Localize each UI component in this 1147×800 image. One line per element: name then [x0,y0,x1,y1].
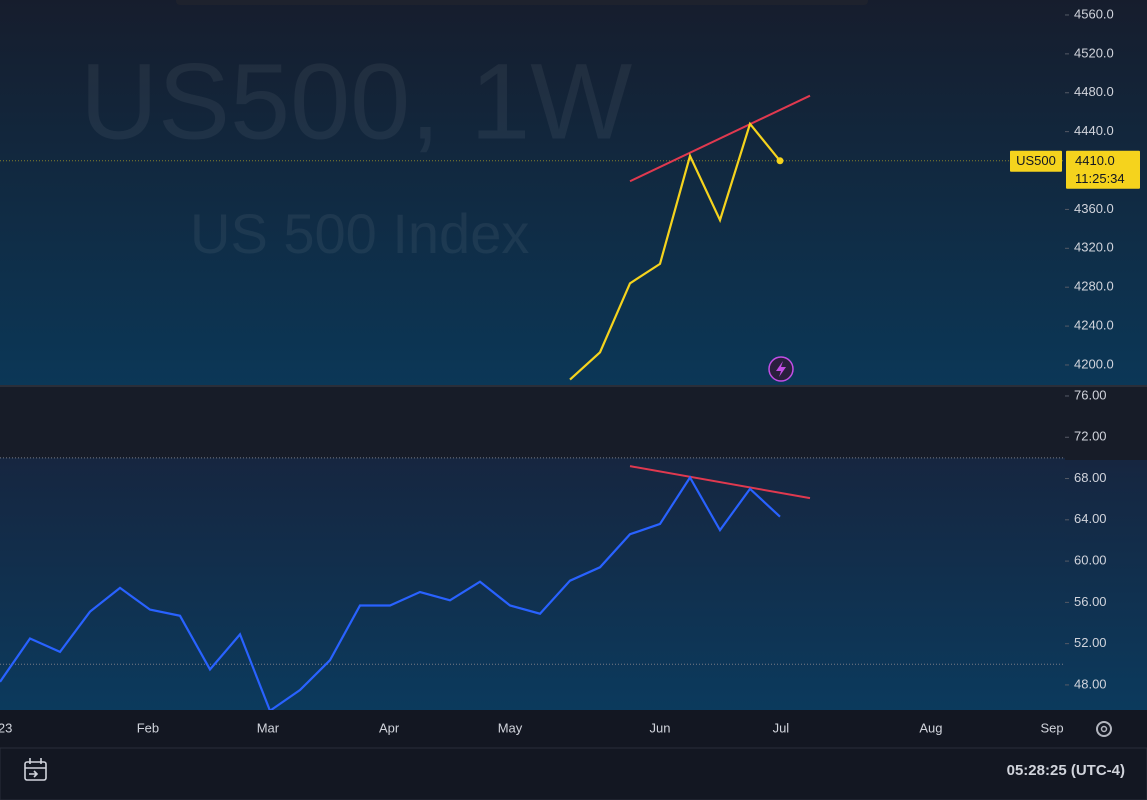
y-tick-label: 76.00 [1074,387,1107,402]
x-tick-label: Jul [773,720,790,735]
y-tick-label: 4240.0 [1074,318,1114,333]
y-tick-label: 60.00 [1074,553,1107,568]
symbol-label-bg [1010,150,1062,172]
y-tick-label: 52.00 [1074,635,1107,650]
price-label-bg [1066,150,1140,189]
y-tick-label: 48.00 [1074,676,1107,691]
x-tick-label: Sep [1041,720,1064,735]
y-tick-label: 64.00 [1074,511,1107,526]
x-tick-label: Mar [257,720,280,735]
trendline [629,94,811,183]
watermark-name: US 500 Index [190,202,529,265]
y-tick-label: 68.00 [1074,470,1107,485]
x-tick-label: Jun [650,720,671,735]
y-tick-label: 4440.0 [1074,123,1114,138]
y-tick-label: 4280.0 [1074,279,1114,294]
date-range-icon[interactable] [24,758,47,781]
x-tick-label: Apr [379,720,400,735]
plot-area [0,94,1065,381]
top-toolbar [176,0,868,5]
last-point [776,157,784,165]
y-tick-label: 4200.0 [1074,356,1114,371]
clock: 05:28:25 (UTC-4) [1007,762,1125,779]
countdown-label: 11:25:34 [1075,171,1125,186]
y-tick-label: 4360.0 [1074,201,1114,216]
x-tick-label: Feb [137,720,159,735]
x-tick-label: Aug [919,720,942,735]
time-axis [0,710,1147,748]
watermark-symbol: US500, 1W [80,41,632,162]
x-tick-label: 23 [0,720,12,735]
settings-icon[interactable] [1096,721,1112,737]
pane-divider [0,385,1147,387]
x-tick-label: May [498,720,523,735]
price-label: 4410.0 [1075,153,1115,168]
y-tick-label: 56.00 [1074,594,1107,609]
plot-area [0,457,1065,710]
lightning [776,361,786,377]
symbol-label: US500 [1016,153,1056,168]
y-tick-label: 4320.0 [1074,240,1114,255]
rsi-axis-bg [1065,460,1147,710]
rsi-band [0,457,1065,710]
series-line [569,121,781,381]
y-tick-label: 4560.0 [1074,6,1114,21]
trendline [629,465,811,500]
series-line [0,475,781,710]
y-tick-label: 72.00 [1074,429,1107,444]
bottom-toolbar [0,747,1147,800]
price-pane [0,0,1147,385]
y-tick-label: 4480.0 [1074,84,1114,99]
y-tick-label: 4520.0 [1074,45,1114,60]
